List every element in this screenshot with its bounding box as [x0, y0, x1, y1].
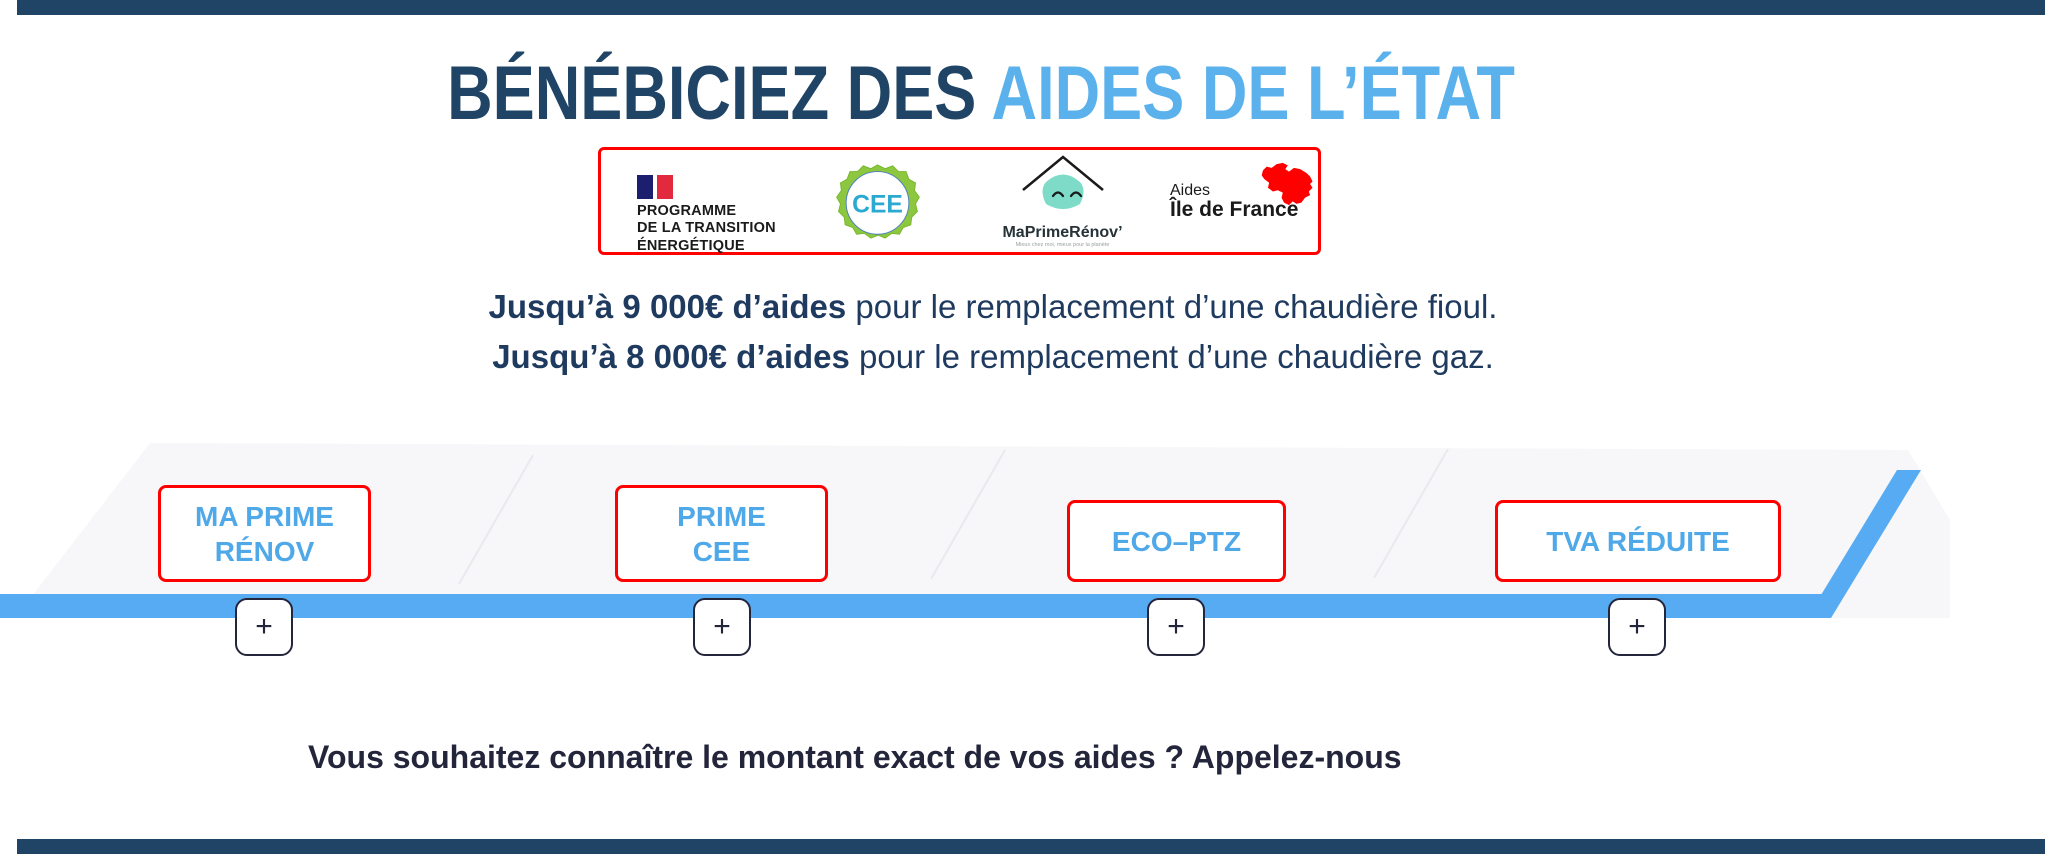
- svg-text:CEE: CEE: [852, 191, 903, 218]
